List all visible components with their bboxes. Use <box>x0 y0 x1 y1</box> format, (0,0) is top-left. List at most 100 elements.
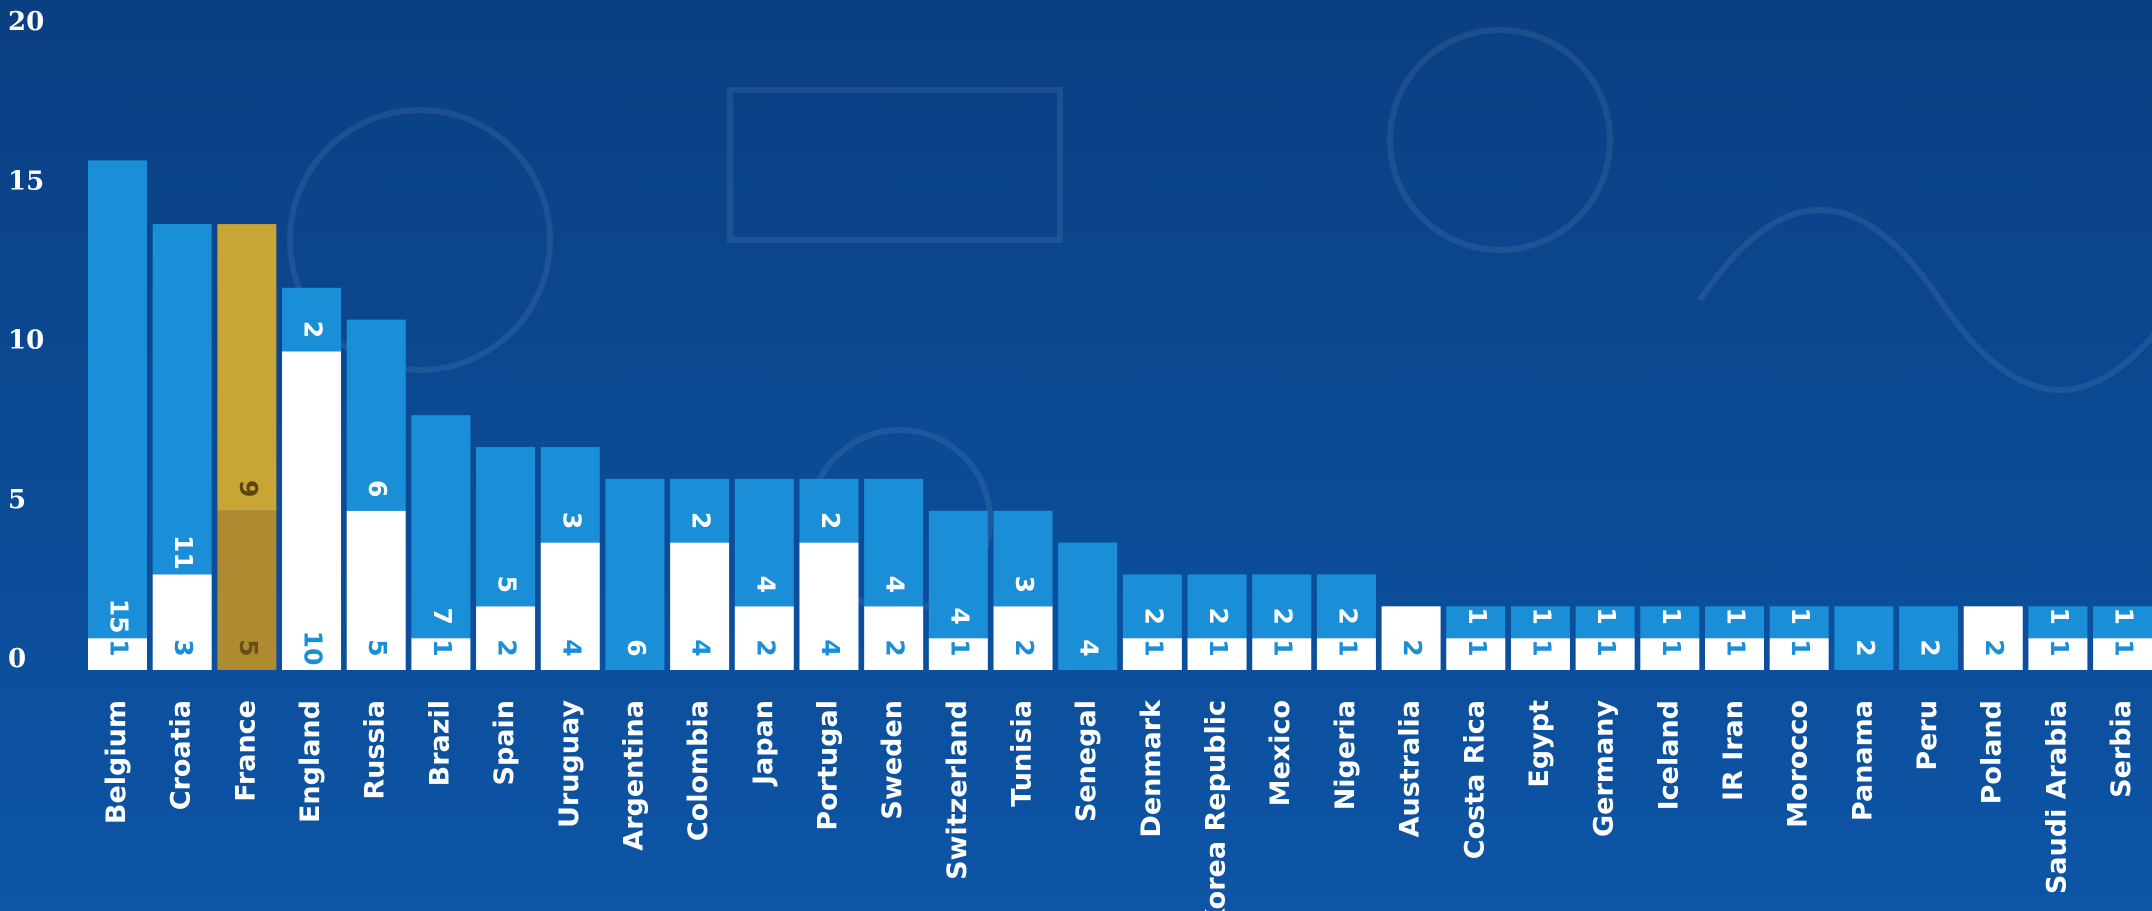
bar-segment <box>1575 638 1635 670</box>
segment-label: 5 <box>493 576 522 593</box>
segment-label: 2 <box>1204 607 1233 624</box>
segment-label: 2 <box>1851 639 1880 656</box>
segment-label: 1 <box>1463 607 1492 624</box>
bar-segment <box>88 638 147 670</box>
segment-label: 2 <box>1916 639 1945 656</box>
segment-label: 4 <box>945 607 974 624</box>
segment-label: 11 <box>169 535 198 570</box>
x-tick-label: Serbia <box>2106 700 2137 798</box>
bar-segment <box>1122 638 1182 670</box>
bar-segment <box>217 510 277 670</box>
bar-segment <box>2093 606 2152 639</box>
x-tick-label: Portugal <box>812 700 843 831</box>
bar-segment <box>1187 574 1247 639</box>
x-tick-label: Morocco <box>1783 700 1814 828</box>
bar-segment <box>88 160 147 639</box>
bar-segment <box>1510 638 1570 670</box>
bar-segment <box>540 447 600 543</box>
segment-label: 2 <box>1010 639 1039 656</box>
bar-segment <box>411 638 471 670</box>
x-tick-label: Germany <box>1589 700 1620 837</box>
segment-label: 4 <box>557 639 586 656</box>
bar-segment <box>2028 606 2088 639</box>
segment-label: 2 <box>1139 607 1168 624</box>
x-tick-label: Colombia <box>683 700 714 841</box>
segment-label: 5 <box>363 639 392 656</box>
y-tick-label: 0 <box>8 644 26 674</box>
bar-segment <box>1705 606 1764 639</box>
segment-label: 1 <box>1527 607 1556 624</box>
bar-segment <box>928 638 988 670</box>
segment-label: 1 <box>1722 639 1751 656</box>
bar-segment <box>152 574 212 670</box>
y-tick-label: 20 <box>8 7 44 37</box>
bar-segment <box>799 542 859 670</box>
bar-segment <box>282 351 342 670</box>
segment-label: 1 <box>1463 639 1492 656</box>
bar-segment <box>476 606 536 670</box>
bar-segment <box>1769 606 1829 639</box>
bar-segment <box>2093 638 2152 670</box>
x-tick-label: Nigeria <box>1330 700 1361 810</box>
x-tick-label: Uruguay <box>554 700 585 828</box>
bar-segment <box>734 606 794 670</box>
segment-label: 7 <box>428 607 457 624</box>
segment-label: 1 <box>1657 607 1686 624</box>
x-tick-label: Korea Republic <box>1201 700 1232 911</box>
x-tick-label: Panama <box>1847 700 1878 821</box>
segment-label: 2 <box>881 639 910 656</box>
bar-segment <box>1510 606 1570 639</box>
bar-segment <box>799 478 859 543</box>
segment-label: 1 <box>1592 607 1621 624</box>
segment-label: 1 <box>105 639 134 656</box>
bar-segment <box>1446 638 1506 670</box>
segment-label: 2 <box>1398 639 1427 656</box>
bar-segment <box>540 542 600 670</box>
segment-label: 4 <box>816 639 845 656</box>
segment-label: 1 <box>2045 607 2074 624</box>
segment-label: 2 <box>816 512 845 529</box>
bar-segment <box>1122 574 1182 639</box>
segment-label: 1 <box>1333 639 1362 656</box>
x-tick-label: Switzerland <box>942 700 973 880</box>
bar-segment <box>1381 606 1441 670</box>
segment-label: 3 <box>169 639 198 656</box>
segment-label: 2 <box>751 639 780 656</box>
segment-label: 2 <box>493 639 522 656</box>
bar-segment <box>864 478 924 607</box>
segment-label: 4 <box>881 576 910 593</box>
segment-label: 3 <box>1010 576 1039 593</box>
bar-segment <box>476 447 536 607</box>
segment-label: 2 <box>299 321 328 338</box>
x-tick-label: Mexico <box>1265 700 1296 806</box>
segment-label: 1 <box>1592 639 1621 656</box>
segment-label: 1 <box>2110 607 2139 624</box>
x-tick-label: Croatia <box>166 700 197 810</box>
x-tick-label: Spain <box>489 700 520 785</box>
bar-segment <box>1316 638 1376 670</box>
bar-segment <box>1899 606 1959 670</box>
bar-segment <box>670 478 730 543</box>
segment-label: 6 <box>363 480 392 497</box>
y-tick-label: 10 <box>8 326 44 356</box>
segment-label: 1 <box>1269 639 1298 656</box>
x-tick-label: Sweden <box>877 700 908 820</box>
bar-segment <box>864 606 924 670</box>
bar-segment <box>152 224 212 575</box>
segment-label: 2 <box>1333 607 1362 624</box>
x-tick-label: England <box>295 700 326 823</box>
bar-segment <box>1446 606 1506 639</box>
segment-label: 1 <box>1139 639 1168 656</box>
x-tick-label: Saudi Arabia <box>2041 700 2072 894</box>
x-tick-label: Japan <box>748 700 779 787</box>
segment-label: 5 <box>234 639 263 656</box>
segment-label: 9 <box>234 480 263 497</box>
x-tick-label: Egypt <box>1524 700 1555 788</box>
x-tick-label: Belgium <box>101 700 132 824</box>
x-tick-label: Russia <box>360 700 391 800</box>
bar-segment <box>1834 606 1894 670</box>
x-tick-label: Argentina <box>618 700 649 851</box>
segment-label: 2 <box>1980 639 2009 656</box>
